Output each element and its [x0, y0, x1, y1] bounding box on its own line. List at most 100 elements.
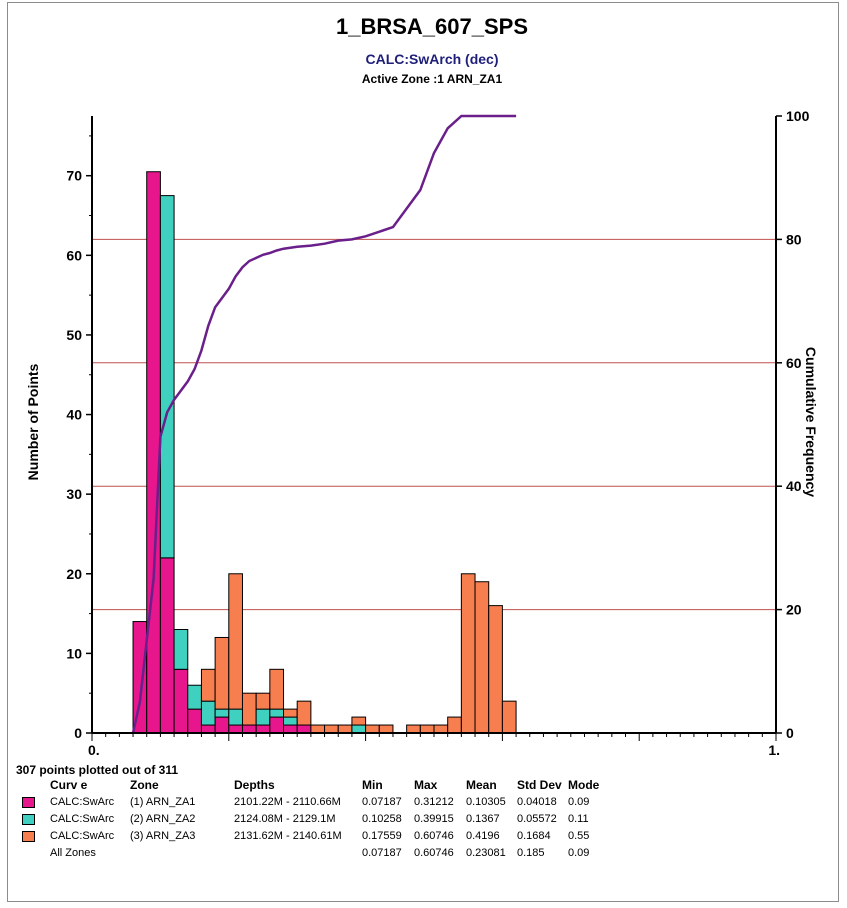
histogram-bar — [474, 581, 490, 734]
stats-cell-max: 0.31212 — [414, 796, 454, 808]
x-tick-label: 0. — [88, 742, 100, 758]
histogram-bar — [173, 668, 189, 734]
axes: 0 10 20 30 40 50 60 70 0 20 40 60 80 100 0. 1. — [66, 108, 809, 758]
y2-tick-label: 0 — [786, 725, 794, 741]
cumulative-curve — [131, 114, 517, 734]
chart-frame — [7, 2, 839, 902]
histogram-bar — [228, 724, 243, 734]
stats-cell-mean: 0.23081 — [466, 847, 506, 859]
histogram-bar — [146, 171, 161, 734]
chart-title: 1_BRSA_607_SPS — [336, 14, 528, 39]
histogram-bar — [159, 195, 175, 559]
stats-cell-curve: All Zones — [50, 847, 96, 859]
stats-cell-curve: CALC:SwArc — [50, 813, 115, 825]
stats-header-curve: Curv e — [50, 778, 88, 792]
active-zone-label: Active Zone :1 ARN_ZA1 — [362, 72, 503, 86]
stats-cell-min: 0.07187 — [362, 847, 402, 859]
histogram-bar — [132, 621, 148, 734]
stats-cell-std-dev: 0.185 — [517, 847, 545, 859]
legend-swatch — [22, 814, 35, 825]
histogram-bar — [296, 700, 312, 726]
histogram-bar — [406, 724, 421, 734]
stats-cell-mode: 0.55 — [568, 830, 590, 842]
y-tick-label: 10 — [66, 645, 82, 661]
histogram-bar — [255, 692, 271, 710]
histogram-bar — [283, 708, 298, 718]
histogram-bar — [228, 708, 243, 726]
stats-cell-mean: 0.4196 — [466, 830, 500, 842]
stats-cell-max: 0.60746 — [414, 847, 454, 859]
histogram-bar — [447, 716, 462, 734]
y-tick-label: 70 — [66, 168, 82, 184]
histogram-bar — [159, 557, 175, 734]
stats-header-std-dev: Std Dev — [517, 778, 562, 792]
stats-cell-depths: 2124.08M - 2129.1M — [234, 813, 336, 825]
stats-cell-curve: CALC:SwArc — [50, 796, 115, 808]
histogram-bar — [200, 668, 216, 702]
stats-header-depths: Depths — [234, 778, 275, 792]
histogram-bar — [269, 716, 285, 734]
histogram-bar — [460, 573, 476, 734]
histogram-bar — [214, 708, 230, 718]
histogram-bar — [214, 636, 230, 710]
grid-lines — [92, 238, 776, 611]
stats-cell-zone: (1) ARN_ZA1 — [130, 796, 196, 808]
histogram-bar — [200, 724, 216, 734]
stats-header-mean: Mean — [466, 778, 497, 792]
histogram-bar — [337, 724, 353, 734]
stats-header-mode: Mode — [568, 778, 600, 792]
stats-cell-zone: (2) ARN_ZA2 — [130, 813, 196, 825]
histogram-bar — [269, 668, 285, 710]
y2-tick-label: 100 — [786, 108, 810, 124]
legend-swatch — [22, 831, 35, 842]
histogram-bar — [296, 724, 312, 734]
histogram-bar — [187, 708, 202, 734]
histogram-bar — [241, 724, 257, 734]
y2-tick-label: 40 — [786, 478, 802, 494]
y2-tick-label: 80 — [786, 231, 802, 247]
y2-tick-label: 60 — [786, 355, 802, 371]
stats-header-min: Min — [362, 778, 383, 792]
y2-axis-label: Cumulative Frequency — [803, 347, 819, 497]
stats-cell-std-dev: 0.04018 — [517, 796, 557, 808]
y-tick-label: 20 — [66, 566, 82, 582]
histogram-bar — [501, 700, 517, 734]
histogram-bar — [255, 724, 271, 734]
chart-subtitle: CALC:SwArch (dec) — [365, 51, 498, 67]
y-tick-label: 40 — [66, 407, 82, 423]
stats-header-zone: Zone — [130, 778, 159, 792]
stats-cell-max: 0.39915 — [414, 813, 454, 825]
histogram-bar — [488, 605, 503, 734]
stats-cell-mode: 0.09 — [568, 847, 590, 859]
stats-cell-std-dev: 0.05572 — [517, 813, 557, 825]
y-axis-label: Number of Points — [25, 363, 41, 480]
stats-cell-mean: 0.1367 — [466, 813, 500, 825]
histogram-bar — [228, 573, 243, 710]
histogram-bar — [269, 708, 285, 718]
stats-cell-depths: 2131.62M - 2140.61M — [234, 830, 342, 842]
legend-swatch — [22, 797, 35, 808]
y-tick-label: 0 — [74, 725, 82, 741]
histogram-bar — [378, 724, 394, 734]
histogram-bar — [283, 724, 298, 734]
stats-cell-zone: (3) ARN_ZA3 — [130, 830, 196, 842]
histogram-bar — [351, 716, 367, 726]
stats-cell-min: 0.17559 — [362, 830, 402, 842]
histogram-bar — [173, 629, 189, 670]
histogram-bar — [324, 724, 339, 734]
stats-cell-depths: 2101.22M - 2110.66M — [234, 796, 341, 808]
histogram-bar — [419, 724, 435, 734]
histogram-bar — [214, 716, 230, 734]
histogram-bar — [351, 724, 367, 734]
stats-cell-curve: CALC:SwArc — [50, 830, 115, 842]
histogram-bar — [283, 716, 298, 726]
stats-cell-min: 0.07187 — [362, 796, 402, 808]
histogram-bar — [255, 708, 271, 726]
x-tick-label: 1. — [768, 742, 780, 758]
y-tick-label: 30 — [66, 486, 82, 502]
histogram-bar — [310, 724, 326, 734]
stats-cell-max: 0.60746 — [414, 830, 454, 842]
stats-cell-mode: 0.09 — [568, 796, 590, 808]
histogram-bar — [241, 692, 257, 726]
